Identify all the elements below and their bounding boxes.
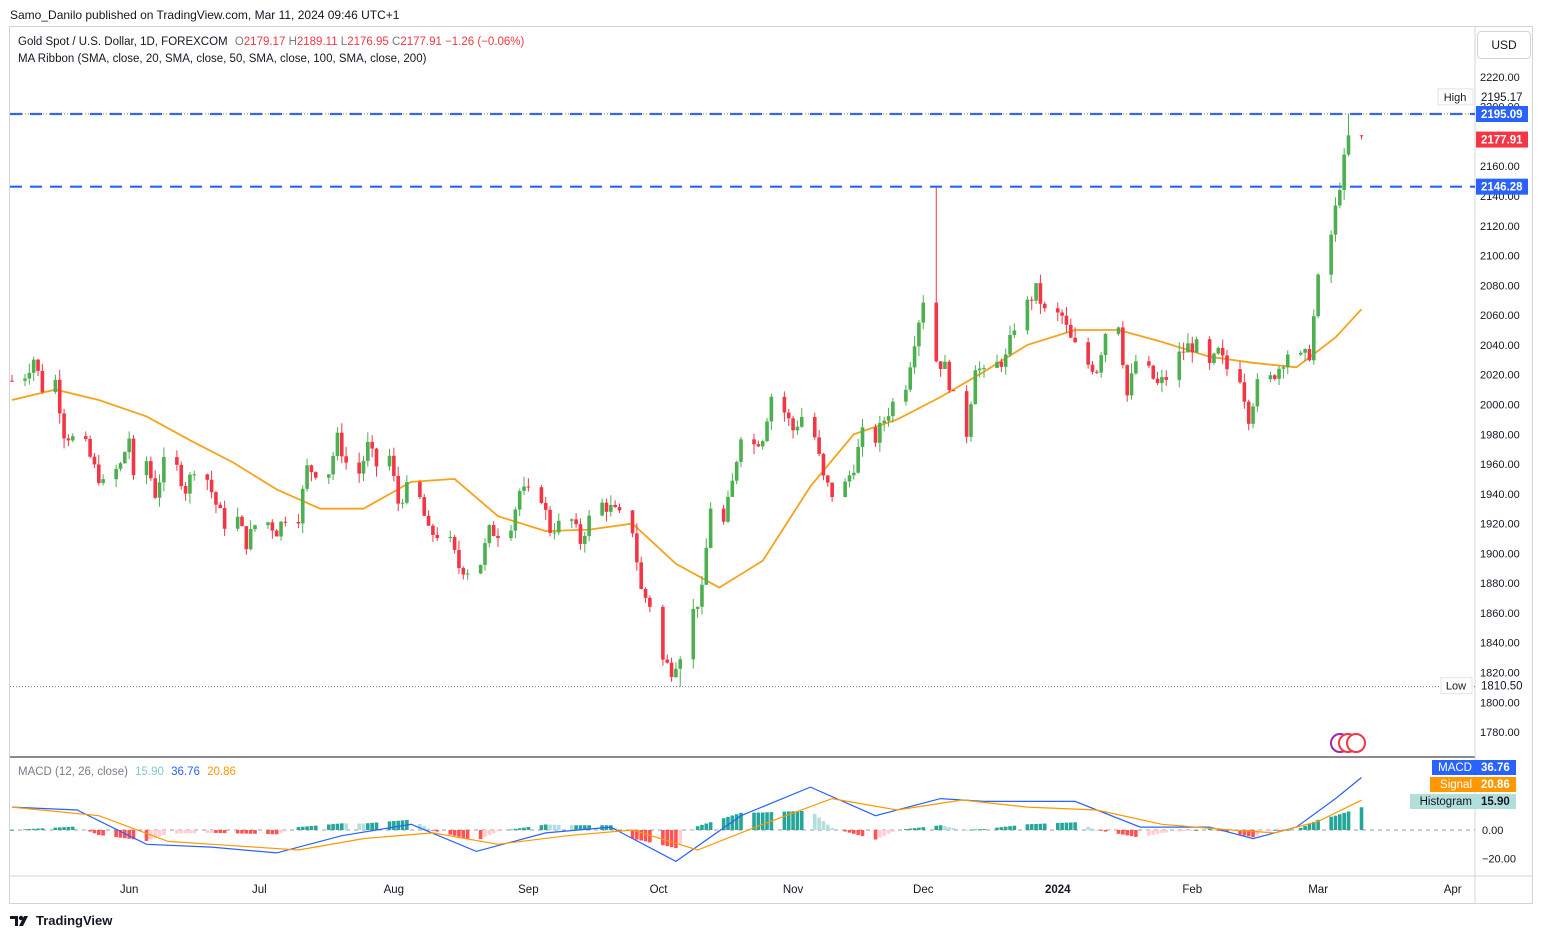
high-value: 2189.11 bbox=[296, 36, 338, 48]
macd-legend: MACD (12, 26, close) 15.90 36.76 20.86 bbox=[18, 766, 236, 778]
symbol-title: Gold Spot / U.S. Dollar, 1D, FOREXCOM bbox=[18, 36, 228, 48]
low-value: 2176.95 bbox=[347, 36, 389, 48]
footer-brand-label: TradingView bbox=[36, 913, 113, 928]
currency-button[interactable]: USD bbox=[1477, 31, 1531, 59]
macd-hist-value: 15.90 bbox=[135, 766, 164, 778]
macd-line-value: 36.76 bbox=[171, 766, 200, 778]
open-value: 2179.17 bbox=[243, 36, 286, 48]
chart-frame bbox=[9, 26, 1533, 904]
tradingview-logo-icon bbox=[10, 915, 28, 926]
footer-brand[interactable]: TradingView bbox=[10, 913, 112, 928]
macd-signal-value: 20.86 bbox=[207, 766, 236, 778]
symbol-legend: Gold Spot / U.S. Dollar, 1D, FOREXCOM O2… bbox=[18, 36, 524, 48]
change-value: −1.26 (−0.06%) bbox=[445, 36, 525, 48]
open-label: O bbox=[234, 36, 244, 48]
close-label: C bbox=[391, 36, 401, 48]
published-by: Samo_Danilo published on TradingView.com… bbox=[10, 8, 400, 22]
high-label: H bbox=[288, 36, 297, 48]
close-value: 2177.91 bbox=[400, 36, 442, 48]
macd-title: MACD (12, 26, close) bbox=[18, 766, 128, 778]
low-label: L bbox=[340, 36, 348, 48]
indicator-legend: MA Ribbon (SMA, close, 20, SMA, close, 5… bbox=[18, 53, 427, 65]
